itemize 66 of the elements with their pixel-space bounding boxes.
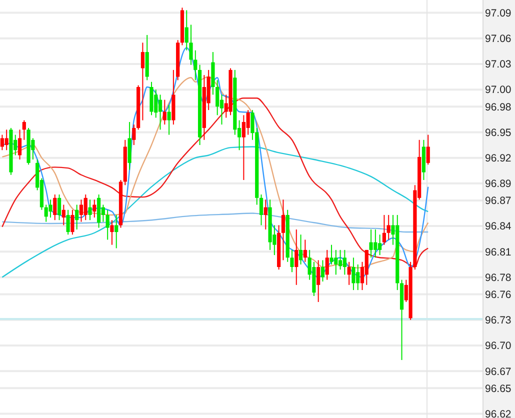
y-tick-label: 96.76: [485, 288, 512, 301]
y-tick-label: 96.84: [485, 220, 512, 233]
line-series: [2, 212, 429, 233]
y-tick-label: 96.95: [485, 126, 512, 139]
candlestick: [290, 249, 294, 273]
candlestick: [22, 120, 26, 140]
candlestick: [259, 194, 264, 226]
candlestick: [316, 260, 320, 302]
y-tick-label: 96.92: [485, 152, 512, 164]
candlestick: [92, 199, 96, 218]
candlestick: [48, 199, 52, 218]
candlestick: [62, 204, 66, 226]
y-tick-label: 97.00: [485, 84, 512, 96]
y-tick-label: 96.67: [485, 366, 512, 378]
y-tick-label: 97.03: [485, 58, 512, 71]
candlestick: [338, 249, 342, 270]
candlestick: [189, 24, 193, 66]
candlestick: [246, 110, 250, 136]
candlestick: [330, 244, 334, 265]
candlestick: [369, 228, 373, 258]
candlestick: [110, 220, 114, 246]
candlestick: [298, 234, 303, 265]
y-tick-label: 96.70: [485, 340, 512, 352]
candlestick: [162, 99, 166, 126]
candlestick: [342, 249, 346, 276]
candlestick: [426, 134, 430, 166]
candlestick: [184, 10, 188, 51]
candlestick: [66, 209, 70, 236]
candlestick: [70, 209, 74, 236]
candlestick: [4, 129, 8, 151]
candlestick: [18, 129, 22, 160]
y-tick-label: 96.62: [485, 408, 512, 418]
y-tick-label: 96.98: [485, 101, 512, 114]
candlestick: [386, 214, 390, 240]
y-tick-label: 96.65: [485, 382, 512, 395]
candlestick: [106, 209, 110, 240]
y-tick-label: 97.06: [485, 33, 512, 46]
candlestick: [114, 214, 118, 249]
candlestick: [281, 199, 286, 261]
candlestick: [79, 199, 84, 222]
candlestick: [382, 214, 386, 246]
y-tick-label: 96.87: [485, 195, 512, 208]
y-tick-label: 96.78: [485, 272, 512, 284]
candlestick: [84, 194, 88, 221]
candlestick: [325, 249, 329, 280]
candlestick: [140, 42, 145, 121]
candlestick: [264, 199, 268, 230]
candlestick: [347, 261, 351, 286]
candlestick: [216, 80, 220, 116]
y-tick-label: 96.73: [485, 314, 512, 327]
candlestick: [303, 239, 307, 262]
y-tick-label: 96.81: [485, 246, 512, 258]
candlestick: [294, 228, 298, 286]
candlestick: [158, 94, 162, 130]
y-tick-label: 97.09: [485, 7, 512, 20]
candlestick: [352, 257, 356, 291]
candlestick: [132, 124, 136, 146]
candlestick: [75, 204, 79, 230]
candlestick: [53, 194, 57, 221]
candlestick: [88, 199, 92, 221]
y-tick-label: 96.89: [485, 178, 512, 190]
candlestick: [320, 260, 325, 282]
line-series: [2, 146, 429, 278]
candlestick: [194, 50, 198, 81]
candlestick: [57, 194, 62, 221]
candlestick: [167, 104, 171, 136]
